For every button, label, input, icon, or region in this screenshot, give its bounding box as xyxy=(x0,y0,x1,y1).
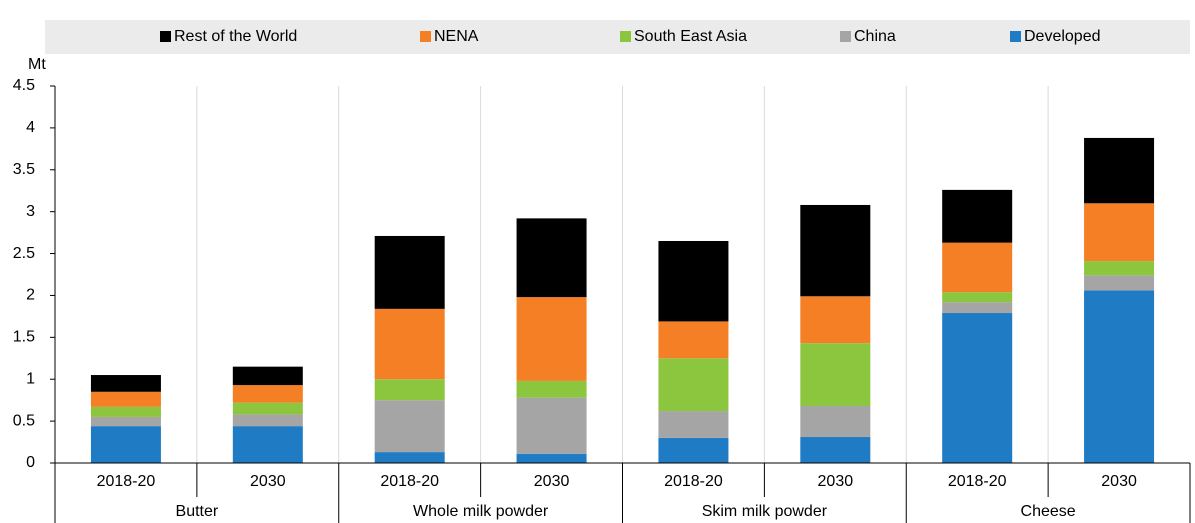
group-label: Skim milk powder xyxy=(702,503,828,520)
x-tick-label: 2018-20 xyxy=(948,473,1007,490)
group-label: Butter xyxy=(176,503,219,520)
bar-segment xyxy=(1084,261,1155,276)
bar-segment xyxy=(232,366,303,386)
bar-segment xyxy=(1084,203,1155,262)
y-tick-label: 4.5 xyxy=(13,77,35,94)
legend-label: NENA xyxy=(434,28,479,45)
bar-segment xyxy=(90,406,161,417)
bar-segment xyxy=(90,426,161,463)
bar-segment xyxy=(800,296,871,344)
y-tick-label: 1.5 xyxy=(13,329,35,346)
bar-segment xyxy=(942,189,1013,243)
legend-band xyxy=(45,20,1190,54)
y-tick-label: 0.5 xyxy=(13,412,35,429)
legend-swatch xyxy=(420,31,431,42)
bar-segment xyxy=(232,402,303,415)
bar-segment xyxy=(1084,290,1155,463)
legend-swatch xyxy=(1010,31,1021,42)
group-label: Cheese xyxy=(1021,503,1076,520)
bar-segment xyxy=(516,380,587,398)
bar-segment xyxy=(90,375,161,392)
y-tick-label: 3 xyxy=(26,203,35,220)
y-tick-label: 2 xyxy=(26,287,35,304)
bar-segment xyxy=(1084,275,1155,291)
y-axis-label: Mt xyxy=(28,56,46,73)
bar-segment xyxy=(232,426,303,463)
legend-label: Rest of the World xyxy=(174,28,297,45)
x-tick-label: 2030 xyxy=(1101,473,1137,490)
bar-segment xyxy=(942,292,1013,303)
bar-segment xyxy=(516,297,587,381)
bar-segment xyxy=(232,385,303,403)
x-tick-label: 2018-20 xyxy=(380,473,439,490)
bar-segment xyxy=(942,242,1013,293)
bar-segment xyxy=(1084,137,1155,204)
x-tick-label: 2030 xyxy=(250,473,286,490)
bar-segment xyxy=(658,321,729,359)
bar-segment xyxy=(800,437,871,463)
bar-segment xyxy=(374,379,445,401)
bar-segment xyxy=(658,240,729,322)
y-tick-label: 2.5 xyxy=(13,245,35,262)
bar-segment xyxy=(90,391,161,407)
bar-segment xyxy=(516,397,587,454)
y-tick-label: 1 xyxy=(26,370,35,387)
bar-segment xyxy=(374,400,445,453)
bar-segment xyxy=(374,235,445,309)
bar-segment xyxy=(516,218,587,298)
bar-segment xyxy=(658,437,729,463)
bar-segment xyxy=(800,406,871,438)
bar-segment xyxy=(658,411,729,438)
legend-swatch xyxy=(620,31,631,42)
group-label: Whole milk powder xyxy=(413,503,549,520)
x-tick-label: 2018-20 xyxy=(97,473,156,490)
legend-label: Developed xyxy=(1024,28,1101,45)
bar-segment xyxy=(90,416,161,427)
bar-segment xyxy=(516,453,587,463)
y-tick-label: 0 xyxy=(26,454,35,471)
bar-segment xyxy=(374,308,445,380)
bar-segment xyxy=(232,414,303,427)
bar-segment xyxy=(658,358,729,412)
bar-segment xyxy=(374,452,445,463)
bar-segment xyxy=(942,313,1013,463)
x-tick-label: 2018-20 xyxy=(664,473,723,490)
bar-segment xyxy=(800,204,871,297)
x-tick-label: 2030 xyxy=(818,473,854,490)
legend-label: China xyxy=(854,28,896,45)
legend-label: South East Asia xyxy=(634,28,747,45)
bar-segment xyxy=(800,343,871,407)
legend-swatch xyxy=(840,31,851,42)
x-tick-label: 2030 xyxy=(534,473,570,490)
y-tick-label: 3.5 xyxy=(13,161,35,178)
y-tick-label: 4 xyxy=(26,119,35,136)
legend-swatch xyxy=(160,31,171,42)
bar-segment xyxy=(942,302,1013,314)
